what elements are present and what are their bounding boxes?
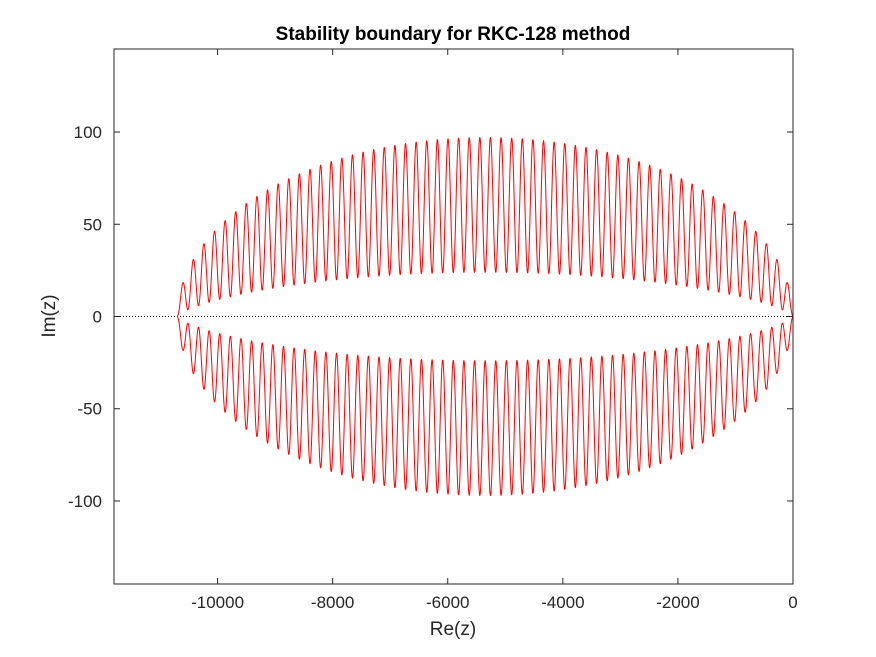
y-tick-label: 100 bbox=[74, 123, 102, 142]
y-tick-label: 50 bbox=[83, 215, 102, 234]
y-tick-label: -100 bbox=[68, 492, 102, 511]
plot-clip-group bbox=[114, 136, 794, 497]
x-tick-label: -4000 bbox=[541, 593, 584, 612]
x-tick-label: -2000 bbox=[656, 593, 699, 612]
x-axis-label: Re(z) bbox=[430, 619, 476, 640]
x-tick-label: -10000 bbox=[191, 593, 244, 612]
x-tick-label: 0 bbox=[788, 593, 797, 612]
x-tick-label: -8000 bbox=[311, 593, 354, 612]
chart-title: Stability boundary for RKC-128 method bbox=[276, 24, 631, 45]
y-axis: -100 -50 0 50 100 bbox=[68, 123, 793, 511]
x-axis: -10000 -8000 -6000 -4000 -2000 0 bbox=[191, 49, 798, 612]
y-tick-label: -50 bbox=[77, 400, 102, 419]
plot-frame bbox=[113, 48, 794, 585]
y-tick-label: 0 bbox=[93, 308, 102, 327]
y-axis-label: Im(z) bbox=[39, 294, 60, 337]
stability-boundary-upper bbox=[176, 136, 794, 317]
stability-boundary-lower bbox=[176, 316, 794, 497]
x-tick-label: -6000 bbox=[426, 593, 469, 612]
